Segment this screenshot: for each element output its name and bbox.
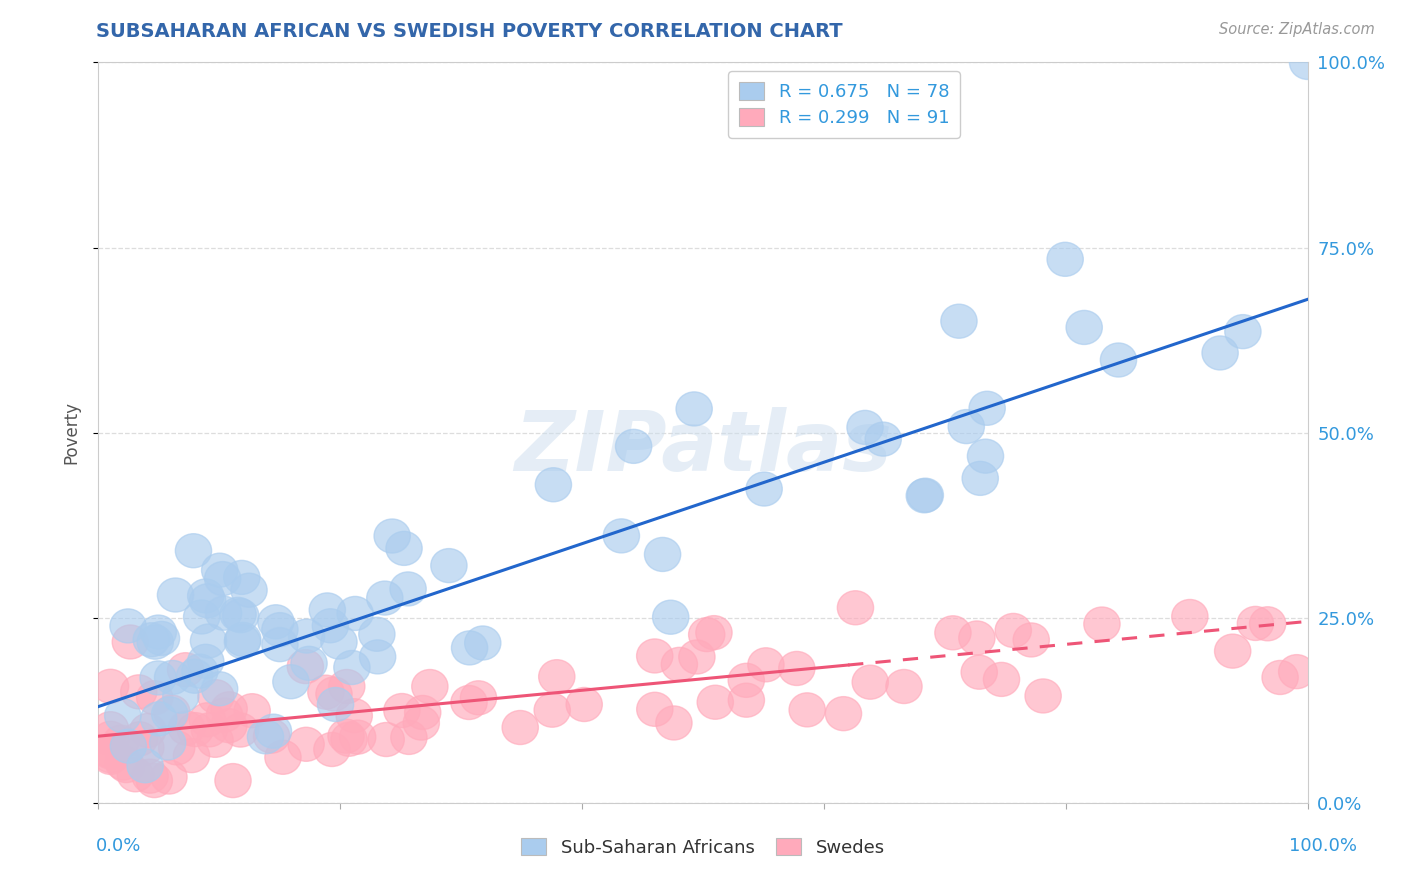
- Text: Source: ZipAtlas.com: Source: ZipAtlas.com: [1219, 22, 1375, 37]
- Y-axis label: Poverty: Poverty: [62, 401, 80, 464]
- Text: 100.0%: 100.0%: [1289, 837, 1357, 855]
- Text: 0.0%: 0.0%: [96, 837, 141, 855]
- Legend: Sub-Saharan Africans, Swedes: Sub-Saharan Africans, Swedes: [513, 830, 893, 864]
- Text: SUBSAHARAN AFRICAN VS SWEDISH POVERTY CORRELATION CHART: SUBSAHARAN AFRICAN VS SWEDISH POVERTY CO…: [96, 22, 842, 41]
- Text: ZIPatlas: ZIPatlas: [515, 407, 891, 488]
